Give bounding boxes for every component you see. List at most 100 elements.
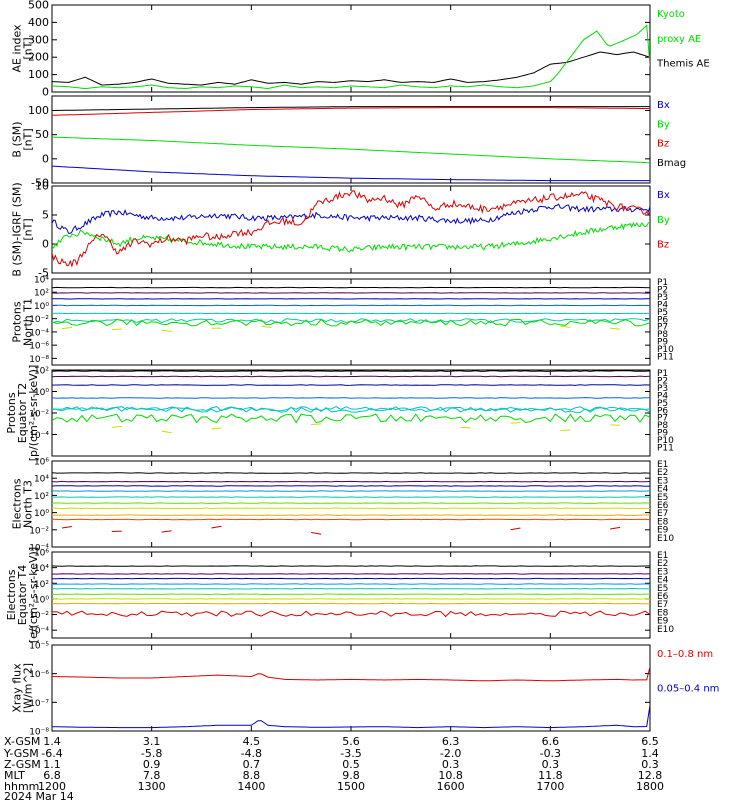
y-tick-label: 100 — [28, 104, 49, 117]
ephemeris-value: 6.5 — [641, 735, 659, 748]
y-axis-label: Protons — [11, 301, 24, 342]
y-axis-label: Electrons — [11, 478, 24, 529]
channel-line — [52, 485, 650, 487]
plot-area — [52, 24, 650, 90]
channel-line — [52, 413, 650, 424]
y-axis-label: B (SM) — [11, 121, 24, 157]
legend-entry: P5 — [657, 308, 668, 318]
legend-entry: P1 — [657, 278, 668, 288]
channel-dash — [211, 525, 222, 529]
channel-dash — [61, 326, 72, 330]
legend-entry: P7 — [657, 323, 668, 333]
y-axis-label: [e/(cm²-s-sr-keV)] — [27, 547, 40, 643]
channel-line — [52, 507, 650, 510]
channel-line — [52, 375, 650, 378]
ephemeris-value: 0.7 — [243, 758, 261, 771]
y-axis-label: Xray flux — [11, 663, 24, 713]
series-line — [52, 51, 650, 86]
panel-frame — [51, 4, 651, 93]
y-tick-label: 10⁻⁵ — [29, 642, 49, 652]
channel-dash — [610, 327, 621, 330]
ephemeris-value: -3.5 — [340, 747, 361, 760]
legend-entry: P4 — [657, 391, 668, 401]
y-tick-label: 10² — [34, 367, 49, 377]
panel-frame — [51, 185, 651, 274]
legend-entry: P3 — [657, 293, 668, 303]
y-tick-label: 10⁻² — [29, 611, 49, 621]
channel-line — [52, 514, 650, 516]
ephemeris-value: 5.6 — [342, 735, 360, 748]
y-tick-label: 100 — [28, 68, 49, 81]
legend-entry: Bmag — [657, 158, 686, 169]
ephemeris-value: 1.4 — [641, 747, 659, 760]
legend-entry: P8 — [657, 330, 668, 340]
ephemeris-value: 1800 — [636, 780, 664, 793]
channel-dash — [111, 426, 122, 428]
ephemeris-value: -4.8 — [241, 747, 262, 760]
y-tick-label: -5 — [38, 267, 49, 280]
y-axis-label: North T3 — [22, 480, 35, 528]
ephemeris-value: -2.0 — [440, 747, 461, 760]
channel-line — [52, 406, 650, 413]
ephemeris-row-label: MLT — [4, 769, 25, 782]
y-tick-label: 10⁻² — [29, 315, 49, 325]
channel-line — [52, 384, 650, 386]
channel-line — [52, 502, 650, 504]
channel-dash — [610, 526, 621, 530]
channel-line — [52, 610, 650, 618]
channel-line — [52, 318, 650, 327]
y-tick-label: 10² — [34, 289, 49, 299]
y-tick-label: 10⁻⁴ — [29, 544, 49, 554]
panel-frame — [51, 460, 651, 548]
plot-area — [52, 106, 650, 182]
legend-entry: E9 — [657, 617, 669, 627]
y-axis-label: AE index — [11, 24, 24, 73]
legend-entry: P11 — [657, 444, 674, 454]
y-tick-label: 10² — [34, 580, 49, 590]
channel-dash — [161, 329, 172, 333]
y-axis-label: Electrons — [5, 569, 18, 620]
legend-entry: P7 — [657, 414, 668, 424]
ephemeris-value: 0.3 — [442, 758, 460, 771]
ephemeris-table: X-GSM 1.4 3.1 4.5 5.6 6.3 6.6 6.5Y-GSM -6.4 -5.8-… — [3, 735, 664, 800]
legend-entry: Bx — [657, 190, 670, 201]
channel-line — [52, 370, 650, 372]
series-line — [52, 165, 650, 182]
channel-dash — [510, 527, 521, 531]
ephemeris-value: 6.8 — [43, 769, 61, 782]
channel-line — [52, 518, 650, 521]
legend-entry: E5 — [657, 584, 668, 594]
ephemeris-value: 0.3 — [542, 758, 560, 771]
panel-ae: 0 100 200 300 400 500 AE index[nT] Kyoto proxy A… — [11, 0, 710, 99]
panel-frame — [51, 278, 651, 366]
channel-dash — [261, 325, 272, 328]
ephemeris-value: 1700 — [536, 780, 564, 793]
y-tick-label: 0 — [42, 86, 49, 99]
date-label: 2024 Mar 14 — [4, 790, 74, 800]
legend-entry: E8 — [657, 517, 669, 527]
channel-line — [52, 397, 650, 399]
channel-dash — [311, 423, 322, 425]
series-line — [52, 107, 650, 116]
series-line — [52, 221, 650, 253]
ephemeris-value: 1300 — [138, 780, 166, 793]
ephemeris-value: 4.5 — [243, 735, 261, 748]
y-tick-label: 10⁶ — [34, 549, 49, 559]
panel-frame — [51, 644, 651, 732]
y-tick-label: 500 — [28, 0, 49, 12]
legend-entry: P9 — [657, 429, 668, 439]
panel-xray: 10⁻⁵ 10⁻⁶ 10⁻⁷ 10⁻⁸ Xray flux[W/m^2] 0.1–0.8 … — [11, 642, 720, 738]
y-tick-label: 10⁻⁴ — [29, 431, 49, 441]
y-tick-label: 5 — [42, 209, 49, 222]
channel-dash — [560, 429, 571, 431]
legend-entry: E5 — [657, 493, 668, 503]
y-tick-label: 0 — [42, 238, 49, 251]
ephemeris-row-label: X-GSM — [4, 735, 40, 748]
y-tick-label: 10⁻⁶ — [29, 670, 49, 680]
ephemeris-value: 1.4 — [43, 735, 61, 748]
legend-entry: E8 — [657, 608, 669, 618]
panel-frame — [51, 369, 651, 457]
y-tick-label: 200 — [28, 51, 49, 64]
